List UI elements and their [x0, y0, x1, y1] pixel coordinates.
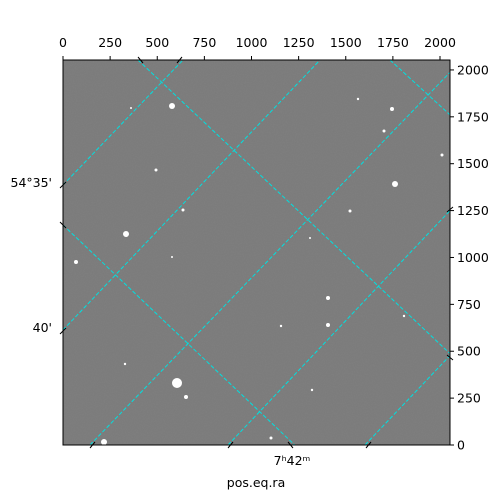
- x-tick-label: 1500: [330, 35, 362, 50]
- sky-image: [63, 60, 450, 445]
- x-tick-label: 1000: [236, 35, 268, 50]
- x-tick-label: 0: [59, 35, 67, 50]
- grid-line: [63, 60, 321, 331]
- grid-line: [63, 224, 296, 445]
- y-tick-label: 500: [457, 344, 481, 359]
- x-tick-label: 2000: [424, 35, 456, 50]
- dec-label: 54°35': [11, 175, 53, 190]
- y-tick-label: 1750: [457, 109, 489, 124]
- y-tick-label: 2000: [457, 62, 489, 77]
- x-tick-label: 750: [192, 35, 216, 50]
- x-tick-label: 1750: [377, 35, 409, 50]
- x-tick-label: 1250: [283, 35, 315, 50]
- y-tick-label: 0: [457, 438, 465, 453]
- grid-line: [389, 60, 450, 116]
- grid-line: [89, 71, 450, 445]
- ra-label: 7ʰ42ᵐ: [274, 453, 311, 468]
- y-tick-label: 750: [457, 297, 481, 312]
- y-tick-label: 250: [457, 391, 481, 406]
- grid-line: [137, 60, 450, 355]
- coordinate-grid: [63, 60, 450, 445]
- grid-line: [364, 354, 450, 445]
- frame: [62, 59, 451, 446]
- y-tick-label: 1000: [457, 250, 489, 265]
- x-tick-label: 500: [145, 35, 169, 50]
- grid-line: [63, 60, 184, 186]
- dec-label: 40': [33, 320, 52, 335]
- x-tick-label: 250: [98, 35, 122, 50]
- y-tick-label: 1500: [457, 156, 489, 171]
- grid-line: [227, 209, 450, 445]
- x-axis-label: pos.eq.ra: [227, 475, 285, 490]
- world-ticks: [59, 56, 454, 449]
- y-tick-label: 1250: [457, 203, 489, 218]
